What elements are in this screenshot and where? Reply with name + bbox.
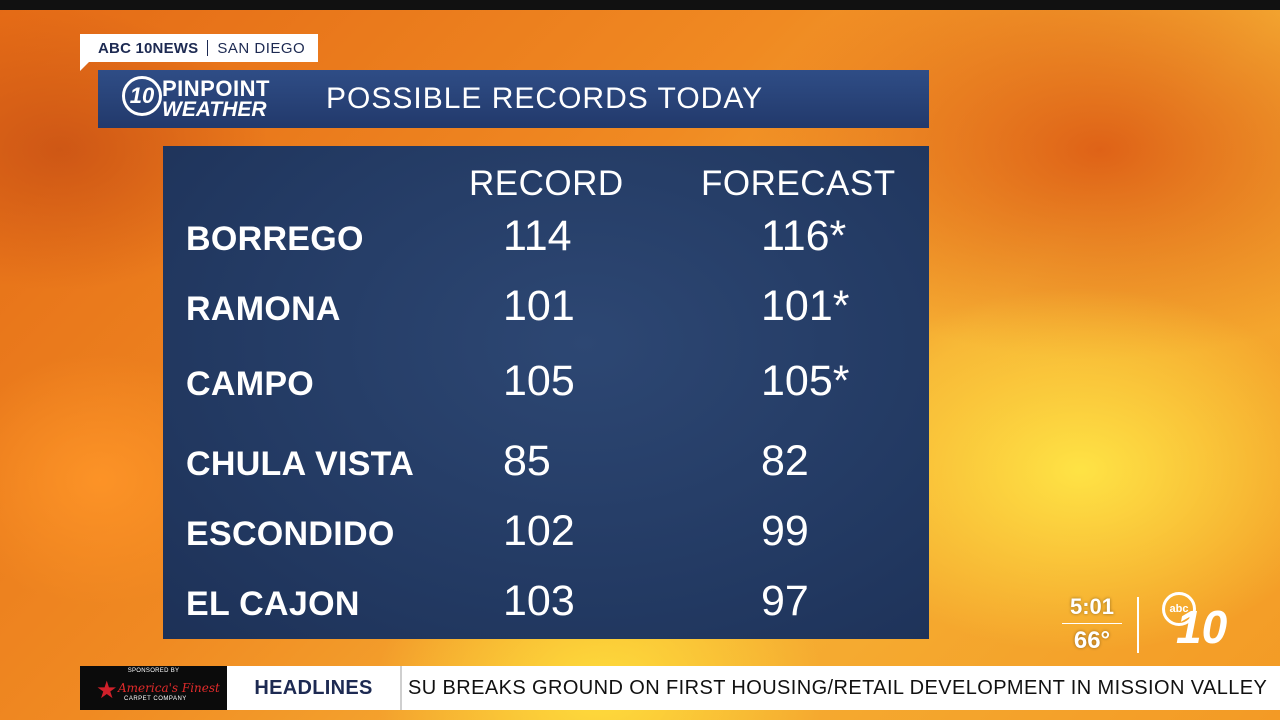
- news-ticker: SPONSORED BY ★ America's Finest CARPET C…: [80, 666, 1280, 710]
- row-record: 85: [503, 437, 551, 485]
- letterbox-bar: [0, 0, 1280, 10]
- station-number-badge: 10: [122, 76, 162, 116]
- time-temp-rule: [1062, 623, 1122, 624]
- abc-network-icon: abc: [1162, 592, 1196, 626]
- ticker-separator: [400, 666, 402, 710]
- logo-line-weather: WEATHER: [162, 98, 267, 121]
- abc10-corner-logo: abc 10: [1160, 590, 1230, 656]
- channel-number: 10: [1176, 601, 1228, 653]
- sponsor-name: America's Finest: [118, 681, 220, 695]
- sponsor-subtitle: CARPET COMPANY: [124, 696, 187, 702]
- column-header-record: RECORD: [469, 164, 624, 203]
- row-record: 114: [503, 212, 572, 260]
- row-forecast: 82: [761, 437, 809, 485]
- row-city: CHULA VISTA: [186, 445, 415, 483]
- row-city: RAMONA: [186, 290, 341, 328]
- logo-line-pinpoint: PINPOINT: [162, 76, 270, 101]
- station-separator: [207, 40, 209, 56]
- row-record: 105: [503, 357, 575, 405]
- row-forecast: 101*: [761, 282, 850, 330]
- title-bar: 10 PINPOINT WEATHER POSSIBLE RECORDS TOD…: [98, 70, 929, 128]
- station-bug-tail: [80, 62, 89, 71]
- row-record: 101: [503, 282, 575, 330]
- row-city: ESCONDIDO: [186, 515, 395, 553]
- row-city: CAMPO: [186, 365, 315, 403]
- row-record: 103: [503, 577, 575, 625]
- row-city: BORREGO: [186, 220, 364, 258]
- ticker-headline: SU BREAKS GROUND ON FIRST HOUSING/RETAIL…: [408, 676, 1268, 699]
- pinpoint-weather-logo: 10 PINPOINT WEATHER: [98, 70, 278, 128]
- row-forecast: 105*: [761, 357, 850, 405]
- ticker-label: HEADLINES: [254, 676, 373, 699]
- row-forecast: 99: [761, 507, 809, 555]
- station-bug: ABC 10NEWS SAN DIEGO: [80, 34, 318, 71]
- bug-divider: [1137, 597, 1139, 653]
- row-record: 102: [503, 507, 575, 555]
- station-brand: ABC 10NEWS: [98, 39, 199, 57]
- column-header-forecast: FORECAST: [701, 164, 896, 203]
- current-time: 5:01: [1069, 594, 1115, 619]
- row-forecast: 116*: [761, 212, 847, 260]
- records-table: RECORD FORECAST BORREGO 114 116* RAMONA …: [163, 146, 929, 639]
- current-temperature: 66°: [1073, 627, 1111, 654]
- page-title: POSSIBLE RECORDS TODAY: [326, 82, 764, 115]
- station-city: SAN DIEGO: [217, 39, 306, 57]
- time-temp-bug: 5:01 66°: [1062, 594, 1122, 655]
- sponsor-label: SPONSORED BY: [127, 668, 180, 674]
- row-city: EL CAJON: [186, 585, 360, 623]
- sponsor-box: SPONSORED BY ★ America's Finest CARPET C…: [80, 666, 227, 710]
- star-icon: ★: [96, 676, 118, 704]
- row-forecast: 97: [761, 577, 809, 625]
